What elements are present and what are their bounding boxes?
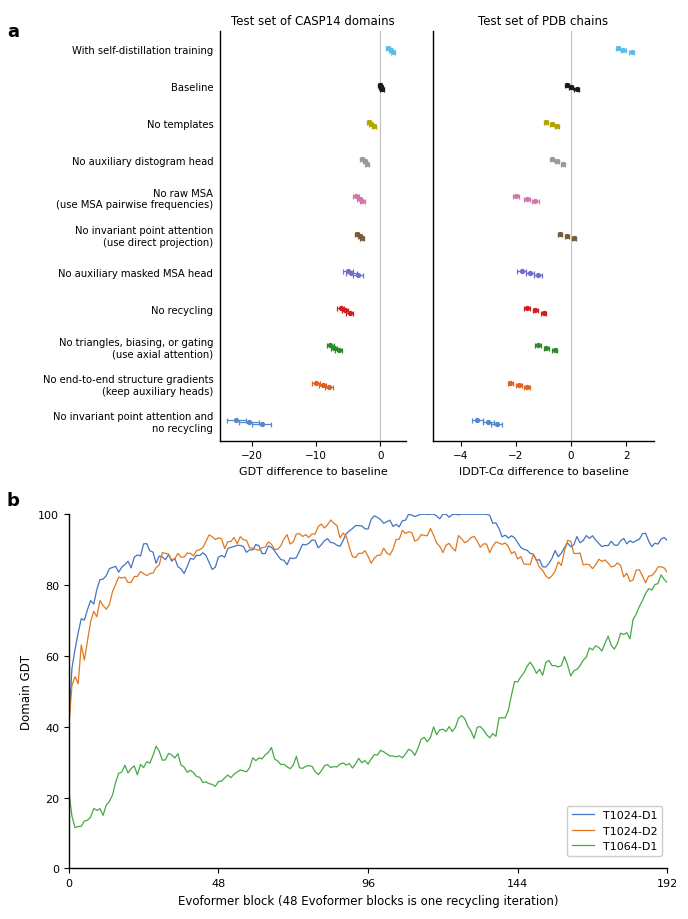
T1024-D2 [283,529,291,540]
T1064-D1 [65,785,73,796]
T1024-D1 [205,557,213,568]
Text: a: a [7,23,19,41]
T1024-D1 [663,536,671,547]
Text: No raw MSA
(use MSA pairwise frequencies): No raw MSA (use MSA pairwise frequencies… [56,188,213,210]
Y-axis label: Domain GDT: Domain GDT [19,654,32,729]
T1024-D1 [517,542,525,553]
Text: No triangles, biasing, or gating
(use axial attention): No triangles, biasing, or gating (use ax… [58,337,213,359]
T1064-D1 [517,672,525,683]
Text: No invariant point attention
(use direct projection): No invariant point attention (use direct… [75,226,213,247]
Title: Test set of CASP14 domains: Test set of CASP14 domains [231,16,395,28]
Line: T1024-D2: T1024-D2 [69,520,667,727]
T1064-D1 [208,779,216,790]
T1024-D1 [439,509,447,520]
T1024-D2 [517,551,525,562]
Text: b: b [7,492,20,510]
T1064-D1 [71,823,79,834]
T1064-D1 [286,764,294,775]
X-axis label: lDDT-Cα difference to baseline: lDDT-Cα difference to baseline [459,466,628,476]
T1024-D1 [305,539,313,550]
Title: Test set of PDB chains: Test set of PDB chains [478,16,609,28]
T1064-D1 [657,570,665,581]
Text: No auxiliary distogram head: No auxiliary distogram head [72,157,213,167]
T1024-D1 [405,509,413,520]
Legend: T1024-D1, T1024-D2, T1064-D1: T1024-D1, T1024-D2, T1064-D1 [567,806,662,856]
T1024-D2 [663,568,671,579]
T1064-D1 [513,676,522,687]
T1064-D1 [308,761,316,772]
Line: T1024-D1: T1024-D1 [69,515,667,727]
Text: No end-to-end structure gradients
(keep auxiliary heads): No end-to-end structure gradients (keep … [43,375,213,396]
Text: No templates: No templates [147,120,213,130]
T1024-D2 [205,530,213,541]
Text: With self-distillation training: With self-distillation training [72,46,213,56]
Text: No invariant point attention and
no recycling: No invariant point attention and no recy… [53,412,213,434]
T1024-D1 [513,538,522,549]
T1024-D2 [439,548,447,559]
T1024-D2 [327,515,335,526]
X-axis label: Evoformer block (48 Evoformer blocks is one recycling iteration): Evoformer block (48 Evoformer blocks is … [178,893,559,907]
T1024-D2 [513,554,522,565]
Text: No recycling: No recycling [151,306,213,316]
X-axis label: GDT difference to baseline: GDT difference to baseline [239,466,387,476]
T1024-D1 [65,721,73,732]
T1064-D1 [663,577,671,588]
Text: No auxiliary masked MSA head: No auxiliary masked MSA head [58,269,213,278]
Text: Baseline: Baseline [171,83,213,93]
T1024-D2 [65,721,73,732]
T1024-D1 [283,560,291,571]
T1064-D1 [439,724,447,735]
T1024-D2 [305,532,313,543]
Line: T1064-D1: T1064-D1 [69,575,667,828]
